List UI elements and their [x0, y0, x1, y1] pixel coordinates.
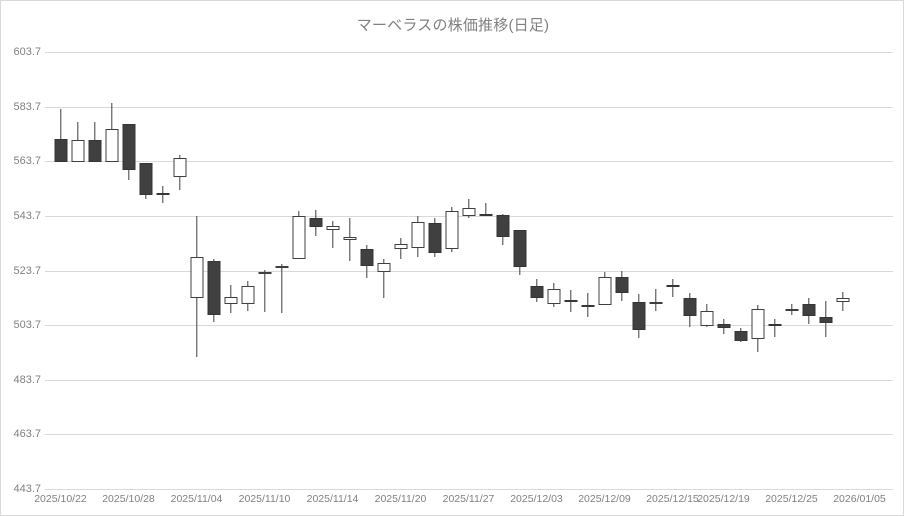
candle-body: [88, 139, 101, 162]
candle-body: [139, 163, 152, 195]
candle-body: [173, 157, 186, 177]
candle-body: [581, 305, 594, 308]
x-tick-label: 2025/12/09: [578, 493, 631, 505]
x-tick-label: 2025/10/28: [102, 493, 155, 505]
candle-body: [343, 236, 356, 240]
x-tick-label: 2025/11/27: [442, 493, 495, 505]
gridline: [45, 52, 893, 53]
y-tick-label: 543.7: [13, 209, 41, 222]
candle-body: [530, 286, 543, 299]
candle-body: [309, 217, 322, 228]
candle-body: [394, 243, 407, 250]
x-tick-label: 2025/11/20: [374, 493, 427, 505]
candle-wick: [59, 108, 62, 162]
plot-area: [45, 46, 893, 490]
candle-body: [836, 298, 849, 303]
candle-body: [122, 123, 135, 170]
gridline: [45, 270, 893, 272]
candle-body: [632, 302, 645, 330]
candle-wick: [382, 258, 385, 299]
candle-wick: [467, 198, 470, 218]
x-tick-label: 2025/12/03: [510, 493, 563, 505]
y-tick-label: 463.7: [13, 428, 41, 441]
candle-body: [156, 193, 169, 196]
candle-body: [190, 257, 203, 299]
candle-body: [377, 262, 390, 273]
y-tick-label: 483.7: [13, 373, 41, 386]
candle-body: [547, 288, 560, 304]
candle-body: [785, 309, 798, 312]
candle-body: [700, 310, 713, 326]
candle-wick: [790, 303, 793, 315]
candle-body: [615, 276, 628, 293]
candle-body: [819, 317, 832, 323]
x-axis: 2025/10/22 2025/10/28 2025/11/04 2025/11/10…: [1, 493, 903, 513]
candle-body: [207, 261, 220, 315]
candle-body: [513, 230, 526, 267]
y-tick-label: 523.7: [13, 264, 41, 277]
y-tick-label: 443.7: [13, 483, 41, 495]
candle-body: [666, 284, 679, 288]
y-tick-label: 583.7: [13, 100, 41, 113]
candle-body: [445, 210, 458, 250]
candle-body: [768, 324, 781, 327]
candle-body: [360, 249, 373, 266]
candle-body: [105, 129, 118, 162]
candle-wick: [331, 220, 334, 248]
candle-body: [71, 139, 84, 162]
candle-body: [649, 302, 662, 305]
candle-body: [275, 265, 288, 268]
y-tick-label: 563.7: [13, 155, 41, 168]
candle-body: [411, 221, 424, 248]
y-tick-label: 603.7: [13, 46, 41, 58]
candle-wick: [348, 217, 351, 262]
candle-body: [496, 215, 509, 237]
chart-title: マーベラスの株価推移(日足): [356, 17, 550, 34]
candle-body: [428, 223, 441, 254]
candle-body: [734, 331, 747, 341]
candle-body: [258, 272, 271, 275]
x-tick-label: 2025/11/14: [306, 493, 359, 505]
gridline: [45, 379, 893, 381]
y-tick-label: 503.7: [13, 319, 41, 332]
candle-wick: [654, 288, 657, 311]
candle-body: [717, 324, 730, 329]
candle-wick: [484, 202, 487, 216]
gridline: [45, 434, 893, 436]
candle-wick: [671, 279, 674, 297]
x-tick-label: 2026/01/05: [833, 493, 886, 505]
candle-wick: [280, 264, 283, 314]
candle-body: [751, 309, 764, 340]
candle-body: [462, 208, 475, 217]
candle-body: [292, 216, 305, 259]
gridline: [45, 325, 893, 327]
y-axis: 603.7 583.7 563.7 543.7 523.7 503.7 483.7 463.7…: [1, 46, 41, 495]
x-tick-label: 2025/12/15: [646, 493, 699, 505]
candle-body: [479, 213, 492, 216]
candle-body: [683, 298, 696, 317]
candle-body: [241, 286, 254, 304]
candle-wick: [263, 269, 266, 312]
gridline: [45, 106, 893, 108]
candle-wick: [773, 318, 776, 337]
gridline: [45, 161, 893, 163]
candle-body: [598, 276, 611, 306]
x-axis-line: [45, 489, 893, 490]
x-tick-label: 2025/12/25: [765, 493, 818, 505]
x-tick-label: 2025/10/22: [34, 493, 87, 505]
x-tick-label: 2025/11/10: [238, 493, 291, 505]
candle-body: [802, 303, 815, 317]
x-tick-label: 2025/12/19: [697, 493, 750, 505]
candle-body: [54, 138, 67, 162]
x-tick-label: 2025/11/04: [170, 493, 223, 505]
candle-body: [326, 225, 339, 231]
candle-body: [564, 299, 577, 302]
candle-body: [224, 296, 237, 304]
